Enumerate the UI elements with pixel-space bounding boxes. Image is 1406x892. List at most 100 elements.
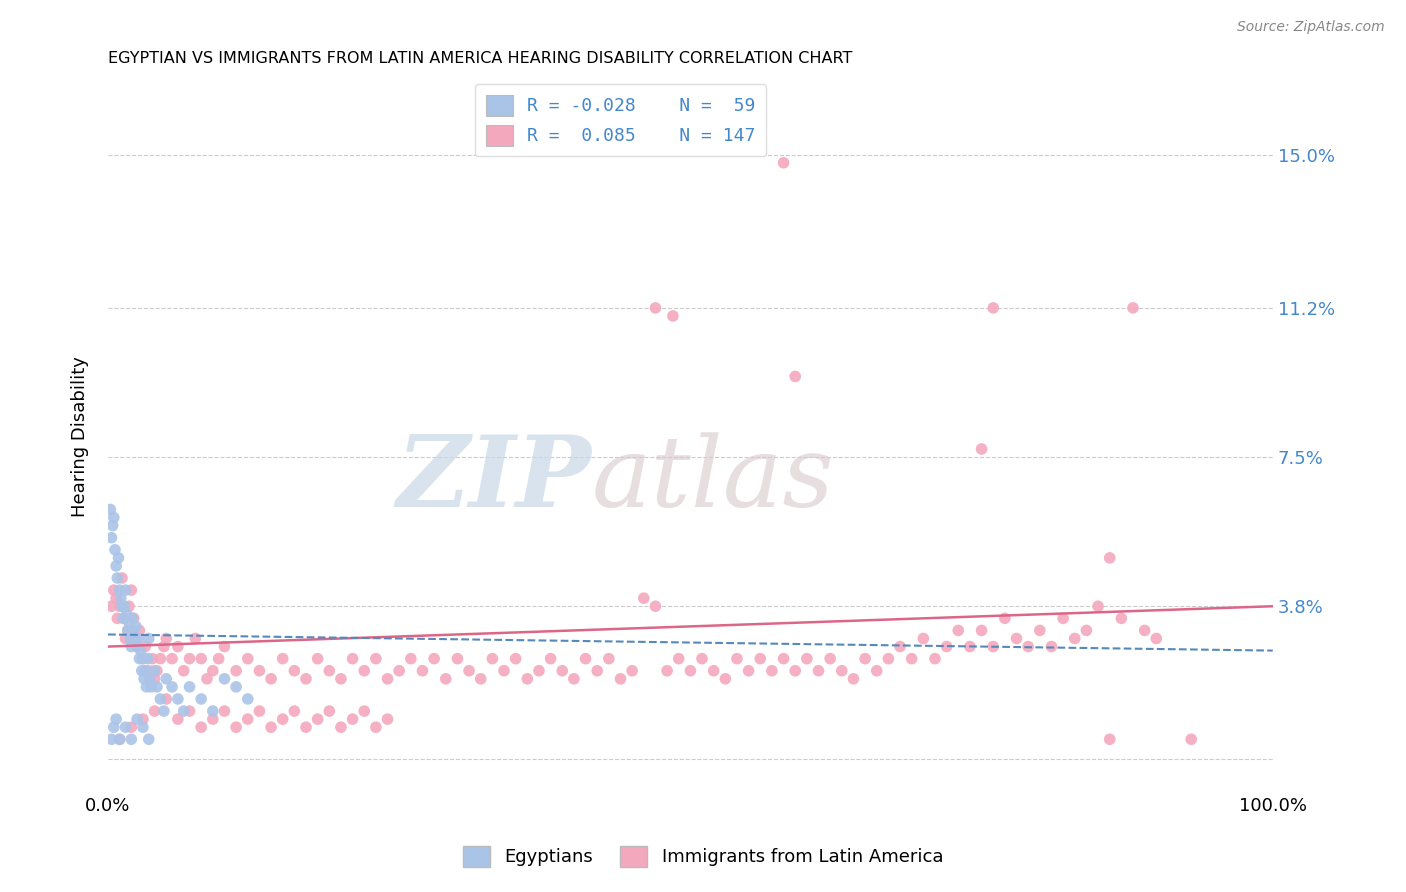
Point <box>249 704 271 718</box>
Point <box>100 732 122 747</box>
Point <box>853 651 876 665</box>
Point <box>167 640 190 654</box>
Point <box>120 632 142 646</box>
Point <box>492 664 515 678</box>
Point <box>132 720 155 734</box>
Point <box>516 672 538 686</box>
Point <box>149 692 172 706</box>
Point <box>143 704 166 718</box>
Point <box>1029 624 1052 638</box>
Point <box>131 664 153 678</box>
Point <box>108 599 131 614</box>
Point <box>105 558 128 573</box>
Point <box>108 732 131 747</box>
Point <box>129 643 152 657</box>
Point <box>103 583 125 598</box>
Point <box>260 720 283 734</box>
Point <box>1098 732 1121 747</box>
Point <box>136 651 159 665</box>
Point <box>153 640 176 654</box>
Point <box>1122 301 1144 315</box>
Point <box>527 664 550 678</box>
Point <box>214 704 236 718</box>
Point <box>225 664 247 678</box>
Point <box>948 624 970 638</box>
Point <box>124 632 146 646</box>
Point <box>866 664 889 678</box>
Point <box>1087 599 1109 614</box>
Point <box>114 632 136 646</box>
Point <box>105 571 128 585</box>
Point <box>201 712 224 726</box>
Point <box>105 611 128 625</box>
Point <box>644 301 666 315</box>
Point <box>167 692 190 706</box>
Text: Source: ZipAtlas.com: Source: ZipAtlas.com <box>1237 20 1385 34</box>
Point <box>633 591 655 606</box>
Point <box>132 651 155 665</box>
Point <box>117 624 139 638</box>
Point <box>127 712 149 726</box>
Point <box>167 712 190 726</box>
Point <box>225 680 247 694</box>
Point <box>179 651 201 665</box>
Point <box>959 640 981 654</box>
Point <box>111 599 134 614</box>
Point <box>1144 632 1167 646</box>
Point <box>295 720 318 734</box>
Point <box>190 692 212 706</box>
Point <box>143 664 166 678</box>
Point <box>807 664 830 678</box>
Point <box>924 651 946 665</box>
Legend: Egyptians, Immigrants from Latin America: Egyptians, Immigrants from Latin America <box>456 838 950 874</box>
Point <box>141 651 163 665</box>
Point <box>115 607 138 622</box>
Point <box>98 502 121 516</box>
Point <box>329 672 352 686</box>
Point <box>307 651 329 665</box>
Point <box>112 599 135 614</box>
Point <box>118 599 141 614</box>
Point <box>112 611 135 625</box>
Point <box>173 664 195 678</box>
Point <box>120 583 142 598</box>
Point <box>120 720 142 734</box>
Point <box>609 672 631 686</box>
Point <box>1076 624 1098 638</box>
Point <box>970 624 993 638</box>
Point <box>155 672 177 686</box>
Point <box>703 664 725 678</box>
Point <box>679 664 702 678</box>
Point <box>117 624 139 638</box>
Point <box>364 720 387 734</box>
Point <box>562 672 585 686</box>
Point <box>283 664 305 678</box>
Point <box>970 442 993 456</box>
Point <box>236 651 259 665</box>
Point <box>785 369 807 384</box>
Point <box>749 651 772 665</box>
Point <box>153 704 176 718</box>
Point <box>112 611 135 625</box>
Point <box>318 664 340 678</box>
Point <box>111 571 134 585</box>
Point <box>423 651 446 665</box>
Point <box>329 720 352 734</box>
Point <box>283 704 305 718</box>
Point <box>236 692 259 706</box>
Point <box>190 651 212 665</box>
Point <box>1098 550 1121 565</box>
Point <box>160 680 183 694</box>
Point <box>271 651 294 665</box>
Point <box>110 591 132 606</box>
Point <box>714 672 737 686</box>
Point <box>132 672 155 686</box>
Point <box>135 680 157 694</box>
Point <box>114 583 136 598</box>
Point <box>132 651 155 665</box>
Point <box>621 664 644 678</box>
Point <box>179 680 201 694</box>
Point <box>598 651 620 665</box>
Point <box>377 672 399 686</box>
Point <box>307 712 329 726</box>
